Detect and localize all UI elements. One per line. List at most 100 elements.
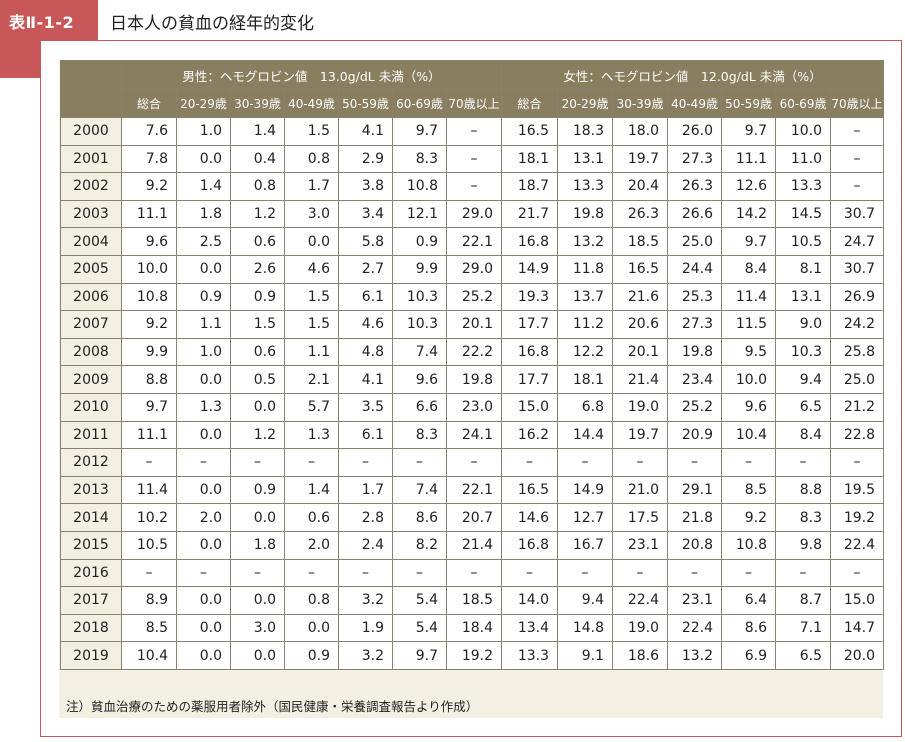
- male-value-cell: 0.0: [176, 530, 231, 560]
- female-value-cell: 9.7: [721, 117, 777, 146]
- table-row: 2019 10.4 0.0 0.0 0.9 3.2 9.7 19.2 13.3 9.1 18.6 13…: [60, 641, 885, 670]
- male-value-cell: 10.5: [121, 530, 177, 560]
- male-value-cell: –: [445, 558, 503, 588]
- male-value-cell: 1.5: [230, 310, 285, 339]
- male-value-cell: 2.6: [230, 254, 285, 284]
- column-header: 30-39歳: [230, 89, 285, 118]
- female-value-cell: 11.0: [775, 144, 832, 174]
- female-value-cell: 20.4: [612, 172, 669, 201]
- male-value-cell: 11.4: [121, 475, 177, 505]
- male-group-header: 男性：ヘモグロビン値 13.0g/dL 未満（%）: [120, 60, 503, 90]
- male-value-cell: –: [230, 558, 285, 588]
- table-row: 2018 8.5 0.0 3.0 0.0 1.9 5.4 18.4 13.4 14.8 19.0 22…: [60, 613, 885, 643]
- year-cell: 2004: [60, 227, 122, 256]
- female-value-cell: 9.1: [557, 641, 614, 670]
- male-value-cell: 0.9: [176, 282, 231, 312]
- female-value-cell: 19.5: [830, 475, 885, 505]
- male-value-cell: 9.7: [392, 641, 447, 670]
- female-value-cell: 12.2: [557, 337, 614, 367]
- female-value-cell: –: [775, 448, 832, 477]
- male-value-cell: 0.0: [284, 227, 339, 256]
- male-value-cell: 0.5: [230, 365, 285, 394]
- year-cell: 2016: [60, 558, 122, 588]
- female-value-cell: 11.1: [721, 144, 777, 174]
- male-value-cell: 0.0: [176, 613, 231, 643]
- male-value-cell: 8.3: [392, 420, 447, 450]
- male-value-cell: 0.4: [230, 144, 285, 174]
- female-value-cell: 20.9: [667, 420, 723, 450]
- female-value-cell: 18.7: [501, 172, 559, 201]
- male-value-cell: 1.8: [176, 199, 231, 229]
- female-value-cell: 18.0: [612, 117, 669, 146]
- male-value-cell: –: [445, 448, 503, 477]
- year-cell: 2008: [60, 337, 122, 367]
- male-value-cell: 21.4: [445, 530, 503, 560]
- female-value-cell: 13.7: [557, 282, 614, 312]
- year-cell: 2013: [60, 475, 122, 505]
- female-value-cell: 8.3: [775, 503, 832, 532]
- year-cell: 2001: [60, 144, 122, 174]
- male-value-cell: 1.3: [176, 392, 231, 422]
- female-value-cell: 16.8: [501, 227, 559, 256]
- year-cell: 2015: [60, 530, 122, 560]
- male-value-cell: 0.8: [284, 144, 339, 174]
- male-value-cell: 3.2: [338, 586, 393, 615]
- column-header: 総合: [121, 89, 177, 118]
- female-value-cell: 19.8: [557, 199, 614, 229]
- male-value-cell: –: [121, 448, 177, 477]
- male-value-cell: 4.6: [284, 254, 339, 284]
- table-row: 2016– – – – – – – – – – – – – –: [60, 558, 885, 588]
- female-value-cell: –: [830, 117, 885, 146]
- male-value-cell: 3.2: [338, 641, 393, 670]
- male-value-cell: 11.1: [121, 199, 177, 229]
- male-value-cell: 8.9: [121, 586, 177, 615]
- male-value-cell: –: [284, 448, 339, 477]
- male-value-cell: 3.0: [284, 199, 339, 229]
- male-value-cell: –: [445, 144, 503, 174]
- male-value-cell: 1.5: [284, 310, 339, 339]
- column-header: 総合: [501, 89, 559, 118]
- column-header: 40-49歳: [284, 89, 339, 118]
- male-value-cell: 0.0: [176, 144, 231, 174]
- female-value-cell: 11.2: [557, 310, 614, 339]
- male-value-cell: 0.9: [230, 475, 285, 505]
- female-value-cell: 22.8: [830, 420, 885, 450]
- male-value-cell: 12.1: [392, 199, 447, 229]
- female-value-cell: 19.3: [501, 282, 559, 312]
- year-cell: 2011: [60, 420, 122, 450]
- male-value-cell: 1.2: [230, 199, 285, 229]
- year-cell: 2009: [60, 365, 122, 394]
- female-value-cell: 10.0: [721, 365, 777, 394]
- female-value-cell: 30.7: [830, 254, 885, 284]
- female-group-header: 女性：ヘモグロビン値 12.0g/dL 未満（%）: [501, 60, 885, 90]
- female-value-cell: 13.1: [775, 282, 832, 312]
- year-cell: 2007: [60, 310, 122, 339]
- male-value-cell: 5.8: [338, 227, 393, 256]
- male-value-cell: 6.6: [392, 392, 447, 422]
- female-value-cell: –: [557, 448, 614, 477]
- female-value-cell: 6.8: [557, 392, 614, 422]
- female-value-cell: 19.8: [667, 337, 723, 367]
- male-value-cell: 0.9: [230, 282, 285, 312]
- male-value-cell: 4.1: [338, 365, 393, 394]
- column-header: 70歳以上: [445, 89, 503, 118]
- male-value-cell: 9.2: [121, 310, 177, 339]
- female-value-cell: –: [830, 144, 885, 174]
- female-value-cell: 21.8: [667, 503, 723, 532]
- male-value-cell: 2.7: [338, 254, 393, 284]
- male-value-cell: 1.9: [338, 613, 393, 643]
- male-value-cell: 10.3: [392, 310, 447, 339]
- male-value-cell: 8.6: [392, 503, 447, 532]
- female-value-cell: 14.9: [501, 254, 559, 284]
- table-row: 2004 9.6 2.5 0.6 0.0 5.8 0.9 22.1 16.8 13.2 18.5 25…: [60, 227, 885, 256]
- female-value-cell: 19.7: [612, 420, 669, 450]
- male-value-cell: 0.0: [284, 613, 339, 643]
- year-cell: 2002: [60, 172, 122, 201]
- female-value-cell: –: [501, 558, 559, 588]
- male-value-cell: 1.0: [176, 337, 231, 367]
- year-cell: 2014: [60, 503, 122, 532]
- female-value-cell: 25.2: [667, 392, 723, 422]
- male-value-cell: 22.1: [445, 475, 503, 505]
- female-value-cell: 11.8: [557, 254, 614, 284]
- male-value-cell: 7.6: [121, 117, 177, 146]
